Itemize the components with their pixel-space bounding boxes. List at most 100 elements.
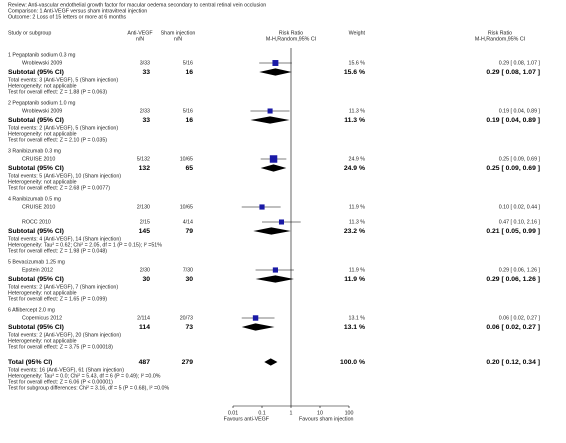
subtotal-weight: 23.2 % [344, 228, 365, 235]
study-square [278, 219, 285, 225]
study-square [259, 204, 265, 210]
group-note: Test for overall effect: Z = 1.88 (P = 0… [8, 89, 107, 95]
subtotal-n1: 33 [142, 117, 150, 124]
group-note: Total events: 3 (Anti-VEGF), 5 (Sham inj… [8, 77, 118, 83]
x-tick-label: 0.1 [258, 410, 265, 416]
group-note: Total events: 2 (Anti-VEGF), 7 (Sham inj… [8, 284, 118, 290]
subtotal-label: Subtotal (95% CI) [8, 228, 64, 235]
summary-diamond [260, 164, 287, 172]
study-weight: 24.9 % [349, 156, 366, 162]
column-header: n/N [136, 36, 144, 42]
subtotal-n2: 16 [185, 117, 193, 124]
favours-left: Favours anti-VEGF [224, 416, 270, 422]
study-square [272, 267, 278, 273]
study-weight: 15.6 % [349, 60, 366, 66]
subtotal-effect: 0.06 [ 0.02, 0.27 ] [486, 324, 540, 331]
subtotal-effect: 0.19 [ 0.04, 0.89 ] [486, 117, 540, 124]
group-note: Test for overall effect: Z = 2.68 (P = 0… [8, 185, 110, 191]
subtotal-effect: 0.25 [ 0.09, 0.69 ] [486, 165, 540, 172]
subtotal-n2: 79 [185, 228, 193, 235]
column-header: Weight [349, 30, 366, 36]
subtotal-label: Subtotal (95% CI) [8, 165, 64, 172]
total-note: Test for overall effect: Z = 6.06 (P < 0… [8, 379, 113, 385]
subtotal-weight: 11.3 % [344, 117, 365, 124]
x-tick-label: 0.01 [228, 410, 238, 416]
study-n1: 2/33 [140, 108, 150, 114]
column-header: n/N [174, 36, 182, 42]
column-header: Risk Ratio [488, 30, 512, 36]
subtotal-n2: 30 [185, 276, 193, 283]
study-n2: 20/73 [180, 315, 193, 321]
column-header: Risk Ratio [279, 30, 303, 36]
subtotal-effect: 0.29 [ 0.08, 1.07 ] [486, 69, 540, 76]
subtotal-n2: 279 [182, 359, 194, 366]
group-note: Total events: 2 (Anti-VEGF), 20 (Sham in… [8, 332, 121, 338]
summary-diamond [253, 227, 291, 235]
summary-diamond [259, 68, 292, 76]
subtotal-n1: 30 [142, 276, 150, 283]
study-n2: 4/14 [183, 219, 193, 225]
subtotal-weight: 24.9 % [344, 165, 365, 172]
summary-diamond [250, 116, 290, 124]
group-note: Heterogeneity: not applicable [8, 179, 77, 185]
group-title: 2 Pegaptanib sodium 1.0 mg [8, 100, 75, 106]
summary-diamond [241, 323, 275, 331]
subtotal-n1: 145 [139, 228, 151, 235]
group-note: Total events: 2 (Anti-VEGF), 5 (Sham inj… [8, 125, 118, 131]
subtotal-n1: 132 [139, 165, 151, 172]
subtotal-label: Subtotal (95% CI) [8, 117, 64, 124]
study-weight: 13.1 % [349, 315, 366, 321]
study-square [267, 108, 273, 114]
study-weight: 11.9 % [349, 267, 365, 273]
study-n2: 5/16 [183, 108, 193, 114]
column-header: Sham injection [161, 30, 196, 36]
study-weight: 11.3 % [349, 108, 365, 114]
group-note: Test for overall effect: Z = 1.98 (P = 0… [8, 248, 107, 254]
study-n2: 5/16 [183, 60, 193, 66]
group-note: Heterogeneity: not applicable [8, 290, 77, 296]
group-note: Test for overall effect: Z = 3.75 (P = 0… [8, 344, 113, 350]
subtotal-label: Subtotal (95% CI) [8, 324, 64, 331]
x-tick-label: 100 [345, 410, 354, 416]
group-title: 6 Aflibercept 2.0 mg [8, 307, 55, 313]
study-effect: 0.10 [ 0.02, 0.44 ] [499, 204, 541, 210]
comparison-line: Comparison: 1 Anti-VEGF versus sham intr… [8, 8, 147, 14]
study-name: CRUISE 2010 [22, 204, 55, 210]
column-header: M-H,Random,95% CI [266, 36, 316, 42]
study-n2: 10/65 [180, 156, 193, 162]
group-title: 4 Ranibizumab 0.5 mg [8, 196, 61, 202]
group-note: Total events: 5 (Anti-VEGF), 10 (Sham in… [8, 173, 121, 179]
subtotal-n2: 16 [185, 69, 193, 76]
study-square [272, 60, 279, 66]
summary-diamond [264, 358, 278, 366]
study-square [252, 315, 259, 321]
subtotal-weight: 100.0 % [340, 359, 365, 366]
subtotal-n1: 114 [139, 324, 150, 331]
subtotal-label: Subtotal (95% CI) [8, 69, 64, 76]
study-name: Wroblewski 2009 [22, 108, 62, 114]
study-n1: 2/130 [137, 204, 150, 210]
study-name: CRUISE 2010 [22, 156, 55, 162]
study-weight: 11.9 % [349, 204, 365, 210]
subtotal-effect: 0.29 [ 0.06, 1.26 ] [486, 276, 540, 283]
group-note: Heterogeneity: not applicable [8, 131, 77, 137]
total-note: Heterogeneity: Tau² = 0.0; Chi² = 5.43, … [8, 373, 161, 379]
group-title: 1 Pegaptanib sodium 0.3 mg [8, 52, 75, 58]
total-note: Test for subgroup differences: Chi² = 3.… [8, 385, 169, 391]
study-effect: 0.47 [ 0.10, 2.16 ] [499, 219, 541, 225]
subtotal-label: Total (95% CI) [8, 359, 52, 366]
study-n1: 2/114 [137, 315, 150, 321]
group-note: Test for overall effect: Z = 1.65 (P = 0… [8, 296, 107, 302]
study-n1: 5/132 [137, 156, 150, 162]
subtotal-weight: 11.9 % [344, 276, 365, 283]
subtotal-effect: 0.20 [ 0.12, 0.34 ] [486, 359, 540, 366]
column-header: Study or subgroup [8, 30, 51, 36]
group-title: 5 Bevacizumab 1.25 mg [8, 259, 65, 265]
study-effect: 0.25 [ 0.09, 0.69 ] [499, 156, 541, 162]
x-tick-label: 10 [317, 410, 323, 416]
study-effect: 0.19 [ 0.04, 0.89 ] [499, 108, 541, 114]
study-square [269, 155, 278, 163]
group-note: Total events: 4 (Anti-VEGF), 14 (Sham in… [8, 236, 121, 242]
subtotal-effect: 0.21 [ 0.05, 0.99 ] [486, 228, 540, 235]
